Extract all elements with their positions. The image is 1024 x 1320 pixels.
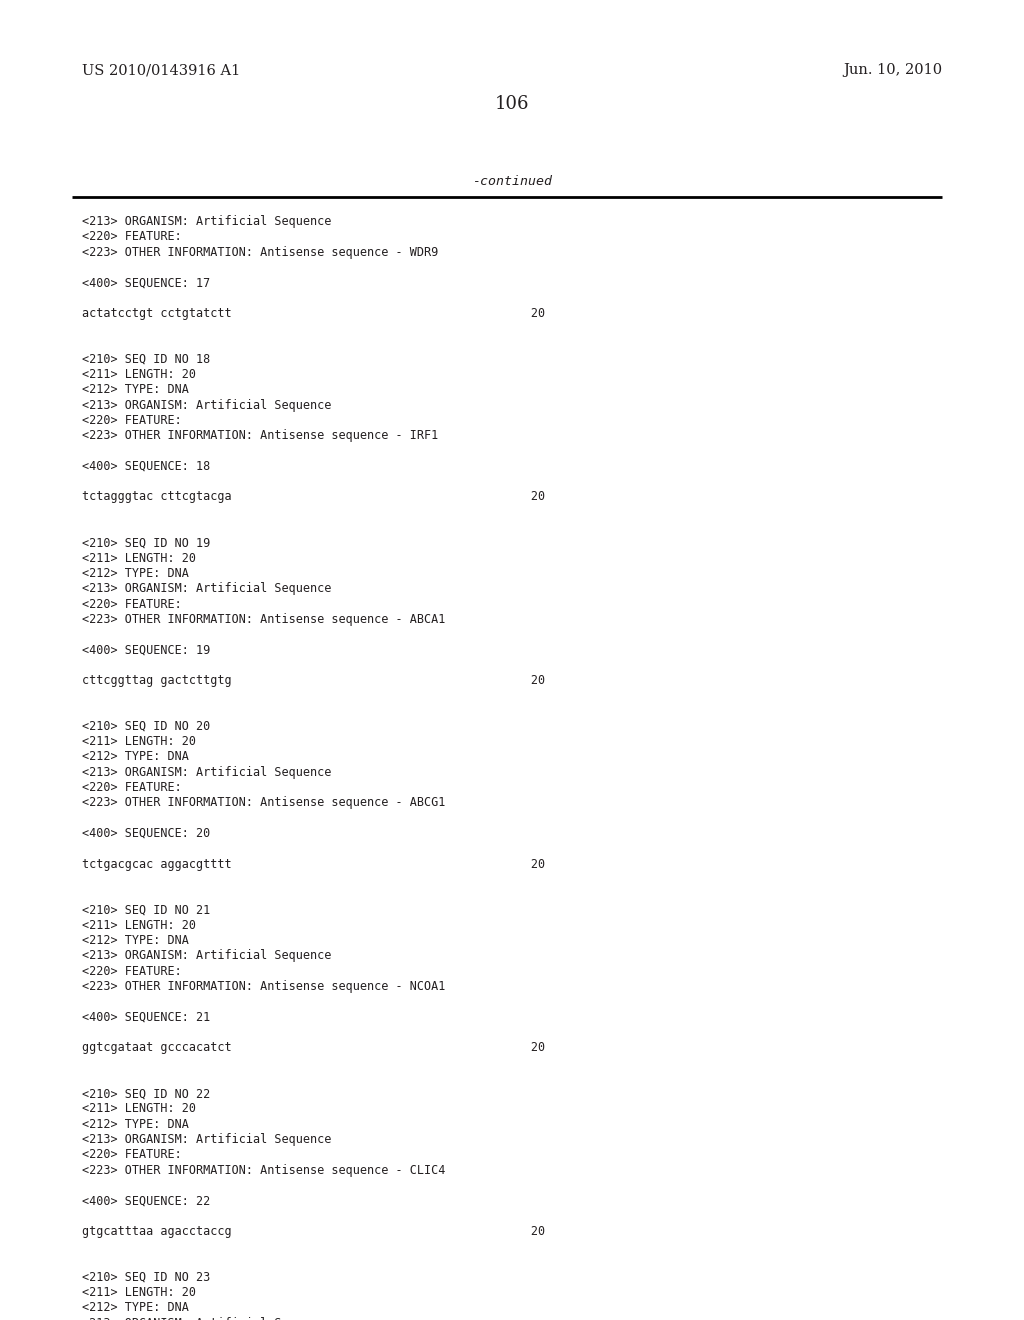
- Text: <212> TYPE: DNA: <212> TYPE: DNA: [82, 751, 188, 763]
- Text: <220> FEATURE:: <220> FEATURE:: [82, 598, 181, 610]
- Text: <210> SEQ ID NO 23: <210> SEQ ID NO 23: [82, 1271, 210, 1283]
- Text: <211> LENGTH: 20: <211> LENGTH: 20: [82, 552, 196, 565]
- Text: <211> LENGTH: 20: <211> LENGTH: 20: [82, 919, 196, 932]
- Text: <211> LENGTH: 20: <211> LENGTH: 20: [82, 735, 196, 748]
- Text: <213> ORGANISM: Artificial Sequence: <213> ORGANISM: Artificial Sequence: [82, 215, 332, 228]
- Text: <220> FEATURE:: <220> FEATURE:: [82, 414, 181, 426]
- Text: <220> FEATURE:: <220> FEATURE:: [82, 965, 181, 978]
- Text: <220> FEATURE:: <220> FEATURE:: [82, 230, 181, 243]
- Text: <400> SEQUENCE: 18: <400> SEQUENCE: 18: [82, 459, 210, 473]
- Text: <210> SEQ ID NO 21: <210> SEQ ID NO 21: [82, 903, 210, 916]
- Text: <210> SEQ ID NO 22: <210> SEQ ID NO 22: [82, 1088, 210, 1100]
- Text: <212> TYPE: DNA: <212> TYPE: DNA: [82, 566, 188, 579]
- Text: <400> SEQUENCE: 19: <400> SEQUENCE: 19: [82, 643, 210, 656]
- Text: <211> LENGTH: 20: <211> LENGTH: 20: [82, 1286, 196, 1299]
- Text: <211> LENGTH: 20: <211> LENGTH: 20: [82, 1102, 196, 1115]
- Text: 106: 106: [495, 95, 529, 114]
- Text: <223> OTHER INFORMATION: Antisense sequence - NCOA1: <223> OTHER INFORMATION: Antisense seque…: [82, 979, 445, 993]
- Text: <400> SEQUENCE: 22: <400> SEQUENCE: 22: [82, 1195, 210, 1208]
- Text: <212> TYPE: DNA: <212> TYPE: DNA: [82, 1118, 188, 1131]
- Text: <210> SEQ ID NO 18: <210> SEQ ID NO 18: [82, 352, 210, 366]
- Text: <220> FEATURE:: <220> FEATURE:: [82, 1148, 181, 1162]
- Text: <223> OTHER INFORMATION: Antisense sequence - ABCA1: <223> OTHER INFORMATION: Antisense seque…: [82, 612, 445, 626]
- Text: actatcctgt cctgtatctt                                          20: actatcctgt cctgtatctt 20: [82, 306, 545, 319]
- Text: <212> TYPE: DNA: <212> TYPE: DNA: [82, 383, 188, 396]
- Text: tctagggtac cttcgtacga                                          20: tctagggtac cttcgtacga 20: [82, 491, 545, 503]
- Text: gtgcatttaa agacctaccg                                          20: gtgcatttaa agacctaccg 20: [82, 1225, 545, 1238]
- Text: <210> SEQ ID NO 20: <210> SEQ ID NO 20: [82, 719, 210, 733]
- Text: <223> OTHER INFORMATION: Antisense sequence - WDR9: <223> OTHER INFORMATION: Antisense seque…: [82, 246, 438, 259]
- Text: <220> FEATURE:: <220> FEATURE:: [82, 781, 181, 795]
- Text: <213> ORGANISM: Artificial Sequence: <213> ORGANISM: Artificial Sequence: [82, 399, 332, 412]
- Text: <400> SEQUENCE: 20: <400> SEQUENCE: 20: [82, 828, 210, 840]
- Text: <223> OTHER INFORMATION: Antisense sequence - IRF1: <223> OTHER INFORMATION: Antisense seque…: [82, 429, 438, 442]
- Text: <400> SEQUENCE: 17: <400> SEQUENCE: 17: [82, 276, 210, 289]
- Text: ggtcgataat gcccacatct                                          20: ggtcgataat gcccacatct 20: [82, 1041, 545, 1055]
- Text: <212> TYPE: DNA: <212> TYPE: DNA: [82, 935, 188, 948]
- Text: <213> ORGANISM: Artificial Sequence: <213> ORGANISM: Artificial Sequence: [82, 766, 332, 779]
- Text: tctgacgcac aggacgtttt                                          20: tctgacgcac aggacgtttt 20: [82, 858, 545, 871]
- Text: <212> TYPE: DNA: <212> TYPE: DNA: [82, 1302, 188, 1315]
- Text: <213> ORGANISM: Artificial Sequence: <213> ORGANISM: Artificial Sequence: [82, 582, 332, 595]
- Text: <213> ORGANISM: Artificial Sequence: <213> ORGANISM: Artificial Sequence: [82, 1133, 332, 1146]
- Text: <400> SEQUENCE: 21: <400> SEQUENCE: 21: [82, 1011, 210, 1023]
- Text: <223> OTHER INFORMATION: Antisense sequence - ABCG1: <223> OTHER INFORMATION: Antisense seque…: [82, 796, 445, 809]
- Text: <213> ORGANISM: Artificial Sequence: <213> ORGANISM: Artificial Sequence: [82, 949, 332, 962]
- Text: <223> OTHER INFORMATION: Antisense sequence - CLIC4: <223> OTHER INFORMATION: Antisense seque…: [82, 1164, 445, 1176]
- Text: <211> LENGTH: 20: <211> LENGTH: 20: [82, 368, 196, 381]
- Text: -continued: -continued: [472, 176, 552, 187]
- Text: Jun. 10, 2010: Jun. 10, 2010: [843, 63, 942, 77]
- Text: <210> SEQ ID NO 19: <210> SEQ ID NO 19: [82, 536, 210, 549]
- Text: cttcggttag gactcttgtg                                          20: cttcggttag gactcttgtg 20: [82, 675, 545, 686]
- Text: <213> ORGANISM: Artificial Sequence: <213> ORGANISM: Artificial Sequence: [82, 1316, 332, 1320]
- Text: US 2010/0143916 A1: US 2010/0143916 A1: [82, 63, 241, 77]
